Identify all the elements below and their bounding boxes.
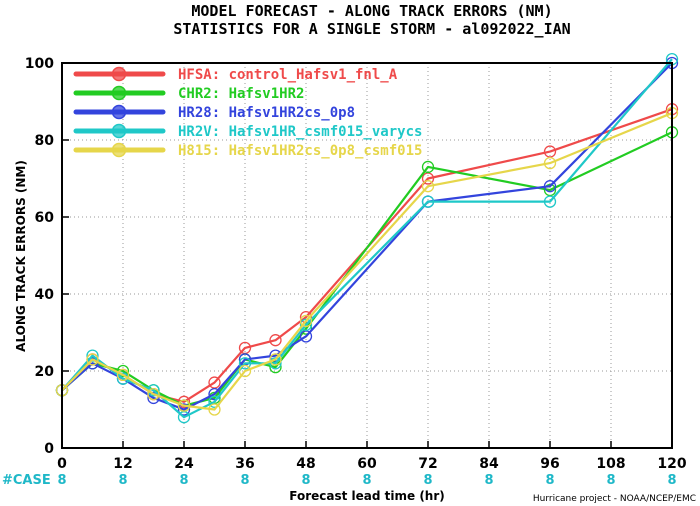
case-label: #CASE [2,473,51,488]
data-point [421,180,435,193]
y-tick-label: 80 [35,133,55,149]
chart-subtitle: STATISTICS FOR A SINGLE STORM - al092022… [173,20,570,38]
data-point [543,195,557,208]
data-point [177,399,191,412]
legend-marker [111,66,127,82]
legend-item: HFSA: control_Hafsv1_fnl_A [73,66,398,83]
series-5 [55,106,679,416]
data-point [421,195,435,208]
legend-item: HR28: Hafsv1HR2cs_0p8 [73,104,355,121]
data-point [177,403,191,416]
case-count: 8 [484,473,493,488]
case-count: 8 [57,473,66,488]
case-counts: #CASE 8 8 8 8 8 8 8 8 8 8 8 [2,473,677,488]
data-point [543,156,557,170]
x-tick-label: 84 [479,456,499,472]
data-point [147,391,160,405]
case-count: 8 [606,473,615,488]
data-point [86,353,99,366]
data-point [208,403,221,416]
legend-item: CHR2: Hafsv1HR2 [73,85,304,102]
y-axis-label: ALONG TRACK ERRORS (NM) [14,160,28,352]
legend-label: HFSA: control_Hafsv1_fnl_A [178,67,398,83]
legend-label: CHR2: Hafsv1HR2 [178,86,304,102]
y-tick-label: 60 [35,210,55,226]
data-point [421,160,435,174]
x-tick-label: 24 [174,456,194,472]
case-count: 8 [423,473,432,488]
x-tick-label: 0 [57,456,67,472]
chart-title: MODEL FORECAST - ALONG TRACK ERRORS (NM) [191,2,552,20]
x-tick-label: 72 [418,456,437,472]
x-tick-label: 120 [657,456,686,472]
data-point [299,318,313,331]
y-tick-label: 20 [35,364,55,380]
data-point [269,334,282,347]
x-tick-label: 96 [540,456,559,472]
x-tick-label: 48 [296,456,315,472]
y-tick-label: 100 [25,56,54,72]
y-tick-label: 0 [44,441,54,457]
x-axis-label: Forecast lead time (hr) [289,489,445,503]
legend-label: HR28: Hafsv1HR2cs_0p8 [178,105,355,121]
legend-label: H815: Hafsv1HR2cs_0p8_csmf015 [178,143,422,159]
case-count: 8 [179,473,188,488]
data-point [269,353,282,366]
x-tick-label: 12 [113,456,132,472]
series-line [61,62,673,411]
x-tick-label: 60 [357,456,377,472]
legend-marker [111,85,127,101]
case-count: 8 [362,473,371,488]
x-tick-label: 36 [235,456,254,472]
data-point [86,349,99,362]
case-count: 8 [301,473,310,488]
legend-item: H815: Hafsv1HR2cs_0p8_csmf015 [73,142,422,159]
legend-marker [111,123,127,139]
data-point [238,357,252,370]
grid-lines [62,63,672,448]
series-layer [55,53,679,424]
data-point [299,314,313,328]
data-point [543,180,557,193]
legend: HFSA: control_Hafsv1_fnl_A CHR2: Hafsv1HR… [73,66,422,159]
axis-ticks: 0 12 24 36 48 60 72 84 96 108 120 0 20 40 60 80 100 [25,56,687,472]
legend-marker [111,104,127,120]
case-count: 8 [118,473,127,488]
legend-item: HR2V: Hafsv1HR_csmf015_varycs [73,123,422,140]
credit-text: Hurricane project - NOAA/NCEP/EMC [533,494,696,504]
case-count: 8 [240,473,249,488]
case-count: 8 [545,473,554,488]
legend-marker [111,142,127,158]
data-point [147,387,160,401]
x-tick-label: 108 [596,456,625,472]
data-point [116,368,130,382]
data-point [238,364,252,378]
y-tick-label: 40 [35,287,55,303]
legend-label: HR2V: Hafsv1HR_csmf015_varycs [178,124,422,140]
case-count: 8 [667,473,676,488]
